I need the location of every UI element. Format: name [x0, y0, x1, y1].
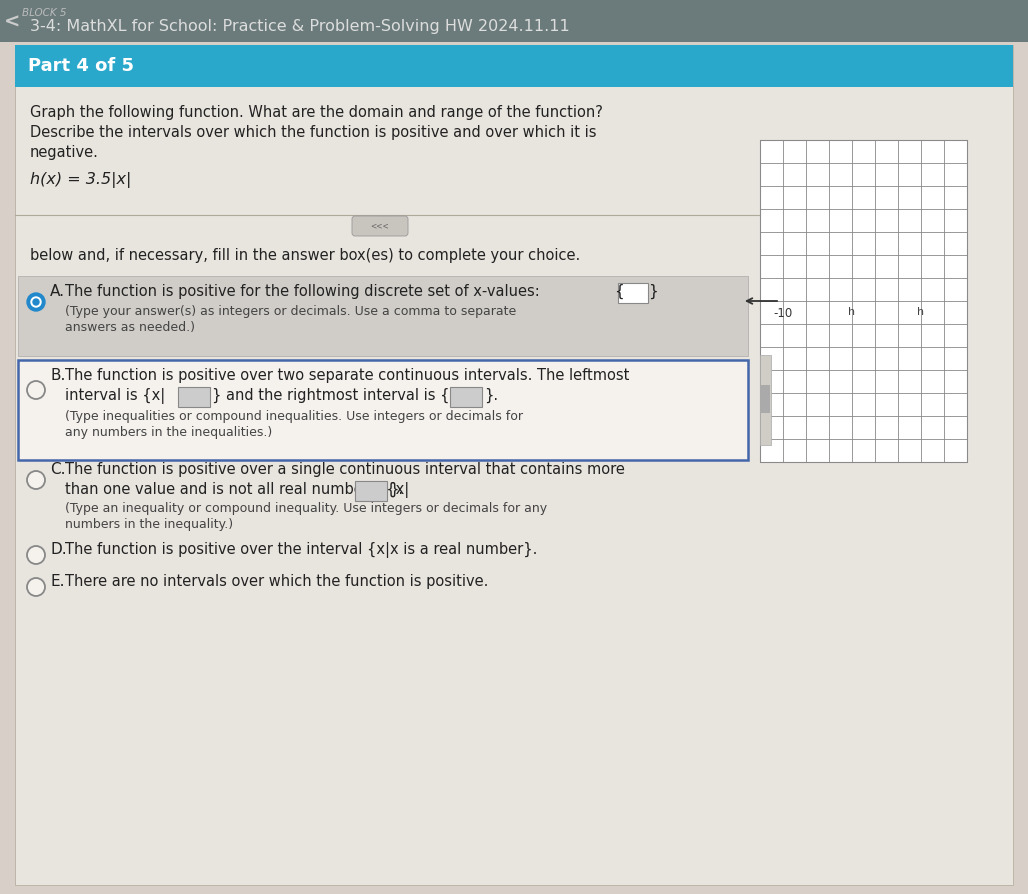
Text: The function is positive over the interval {x|x is a real number}.: The function is positive over the interv…	[65, 542, 538, 558]
Circle shape	[27, 471, 45, 489]
Circle shape	[27, 293, 45, 311]
Text: than one value and is not all real numbers: {x|: than one value and is not all real numbe…	[65, 482, 409, 498]
Text: There are no intervals over which the function is positive.: There are no intervals over which the fu…	[65, 574, 488, 589]
Text: (Type an inequality or compound inequality. Use integers or decimals for any: (Type an inequality or compound inequali…	[65, 502, 547, 515]
Text: -10: -10	[773, 307, 793, 320]
Text: answers as needed.): answers as needed.)	[65, 321, 195, 334]
FancyBboxPatch shape	[761, 385, 770, 413]
Text: BLOCK 5: BLOCK 5	[22, 8, 67, 18]
Text: <<<: <<<	[371, 222, 390, 231]
Circle shape	[27, 546, 45, 564]
Text: C.: C.	[50, 462, 66, 477]
Text: }.: }.	[389, 482, 403, 497]
Circle shape	[33, 299, 39, 305]
FancyBboxPatch shape	[15, 45, 1013, 885]
Text: any numbers in the inequalities.): any numbers in the inequalities.)	[65, 426, 272, 439]
Text: The function is positive for the following discrete set of x-values:: The function is positive for the followi…	[65, 284, 540, 299]
Text: (Type inequalities or compound inequalities. Use integers or decimals for: (Type inequalities or compound inequalit…	[65, 410, 523, 423]
Text: Describe the intervals over which the function is positive and over which it is: Describe the intervals over which the fu…	[30, 125, 596, 140]
FancyBboxPatch shape	[178, 387, 210, 407]
FancyBboxPatch shape	[19, 360, 748, 460]
Text: interval is {x|: interval is {x|	[65, 388, 166, 404]
Circle shape	[31, 297, 41, 307]
Text: <: <	[4, 13, 21, 31]
Text: E.: E.	[50, 574, 65, 589]
Text: B.: B.	[50, 368, 66, 383]
Text: A.: A.	[50, 284, 65, 299]
Text: Part 4 of 5: Part 4 of 5	[28, 57, 134, 75]
Circle shape	[27, 578, 45, 596]
Text: D.: D.	[50, 542, 67, 557]
Text: 3-4: MathXL for School: Practice & Problem-Solving HW 2024.11.11: 3-4: MathXL for School: Practice & Probl…	[30, 20, 570, 35]
FancyBboxPatch shape	[0, 0, 1028, 42]
FancyBboxPatch shape	[19, 276, 748, 356]
Text: } and the rightmost interval is {x|: } and the rightmost interval is {x|	[212, 388, 464, 404]
Text: The function is positive over two separate continuous intervals. The leftmost: The function is positive over two separa…	[65, 368, 629, 383]
FancyBboxPatch shape	[15, 45, 1013, 87]
Text: }: }	[648, 284, 658, 299]
FancyBboxPatch shape	[618, 283, 648, 303]
Text: The function is positive over a single continuous interval that contains more: The function is positive over a single c…	[65, 462, 625, 477]
FancyBboxPatch shape	[352, 216, 408, 236]
Circle shape	[27, 381, 45, 399]
FancyBboxPatch shape	[760, 140, 967, 462]
Text: below and, if necessary, fill in the answer box(es) to complete your choice.: below and, if necessary, fill in the ans…	[30, 248, 580, 263]
Text: h: h	[848, 307, 855, 317]
FancyBboxPatch shape	[355, 481, 387, 501]
Text: }.: }.	[484, 388, 499, 403]
FancyBboxPatch shape	[450, 387, 482, 407]
FancyBboxPatch shape	[760, 355, 771, 445]
Text: negative.: negative.	[30, 145, 99, 160]
Text: h: h	[917, 307, 924, 317]
Text: numbers in the inequality.): numbers in the inequality.)	[65, 518, 233, 531]
Text: h(x) = 3.5|x|: h(x) = 3.5|x|	[30, 172, 132, 188]
Text: Graph the following function. What are the domain and range of the function?: Graph the following function. What are t…	[30, 105, 602, 120]
Text: (Type your answer(s) as integers or decimals. Use a comma to separate: (Type your answer(s) as integers or deci…	[65, 305, 516, 318]
Text: {: {	[614, 284, 624, 299]
